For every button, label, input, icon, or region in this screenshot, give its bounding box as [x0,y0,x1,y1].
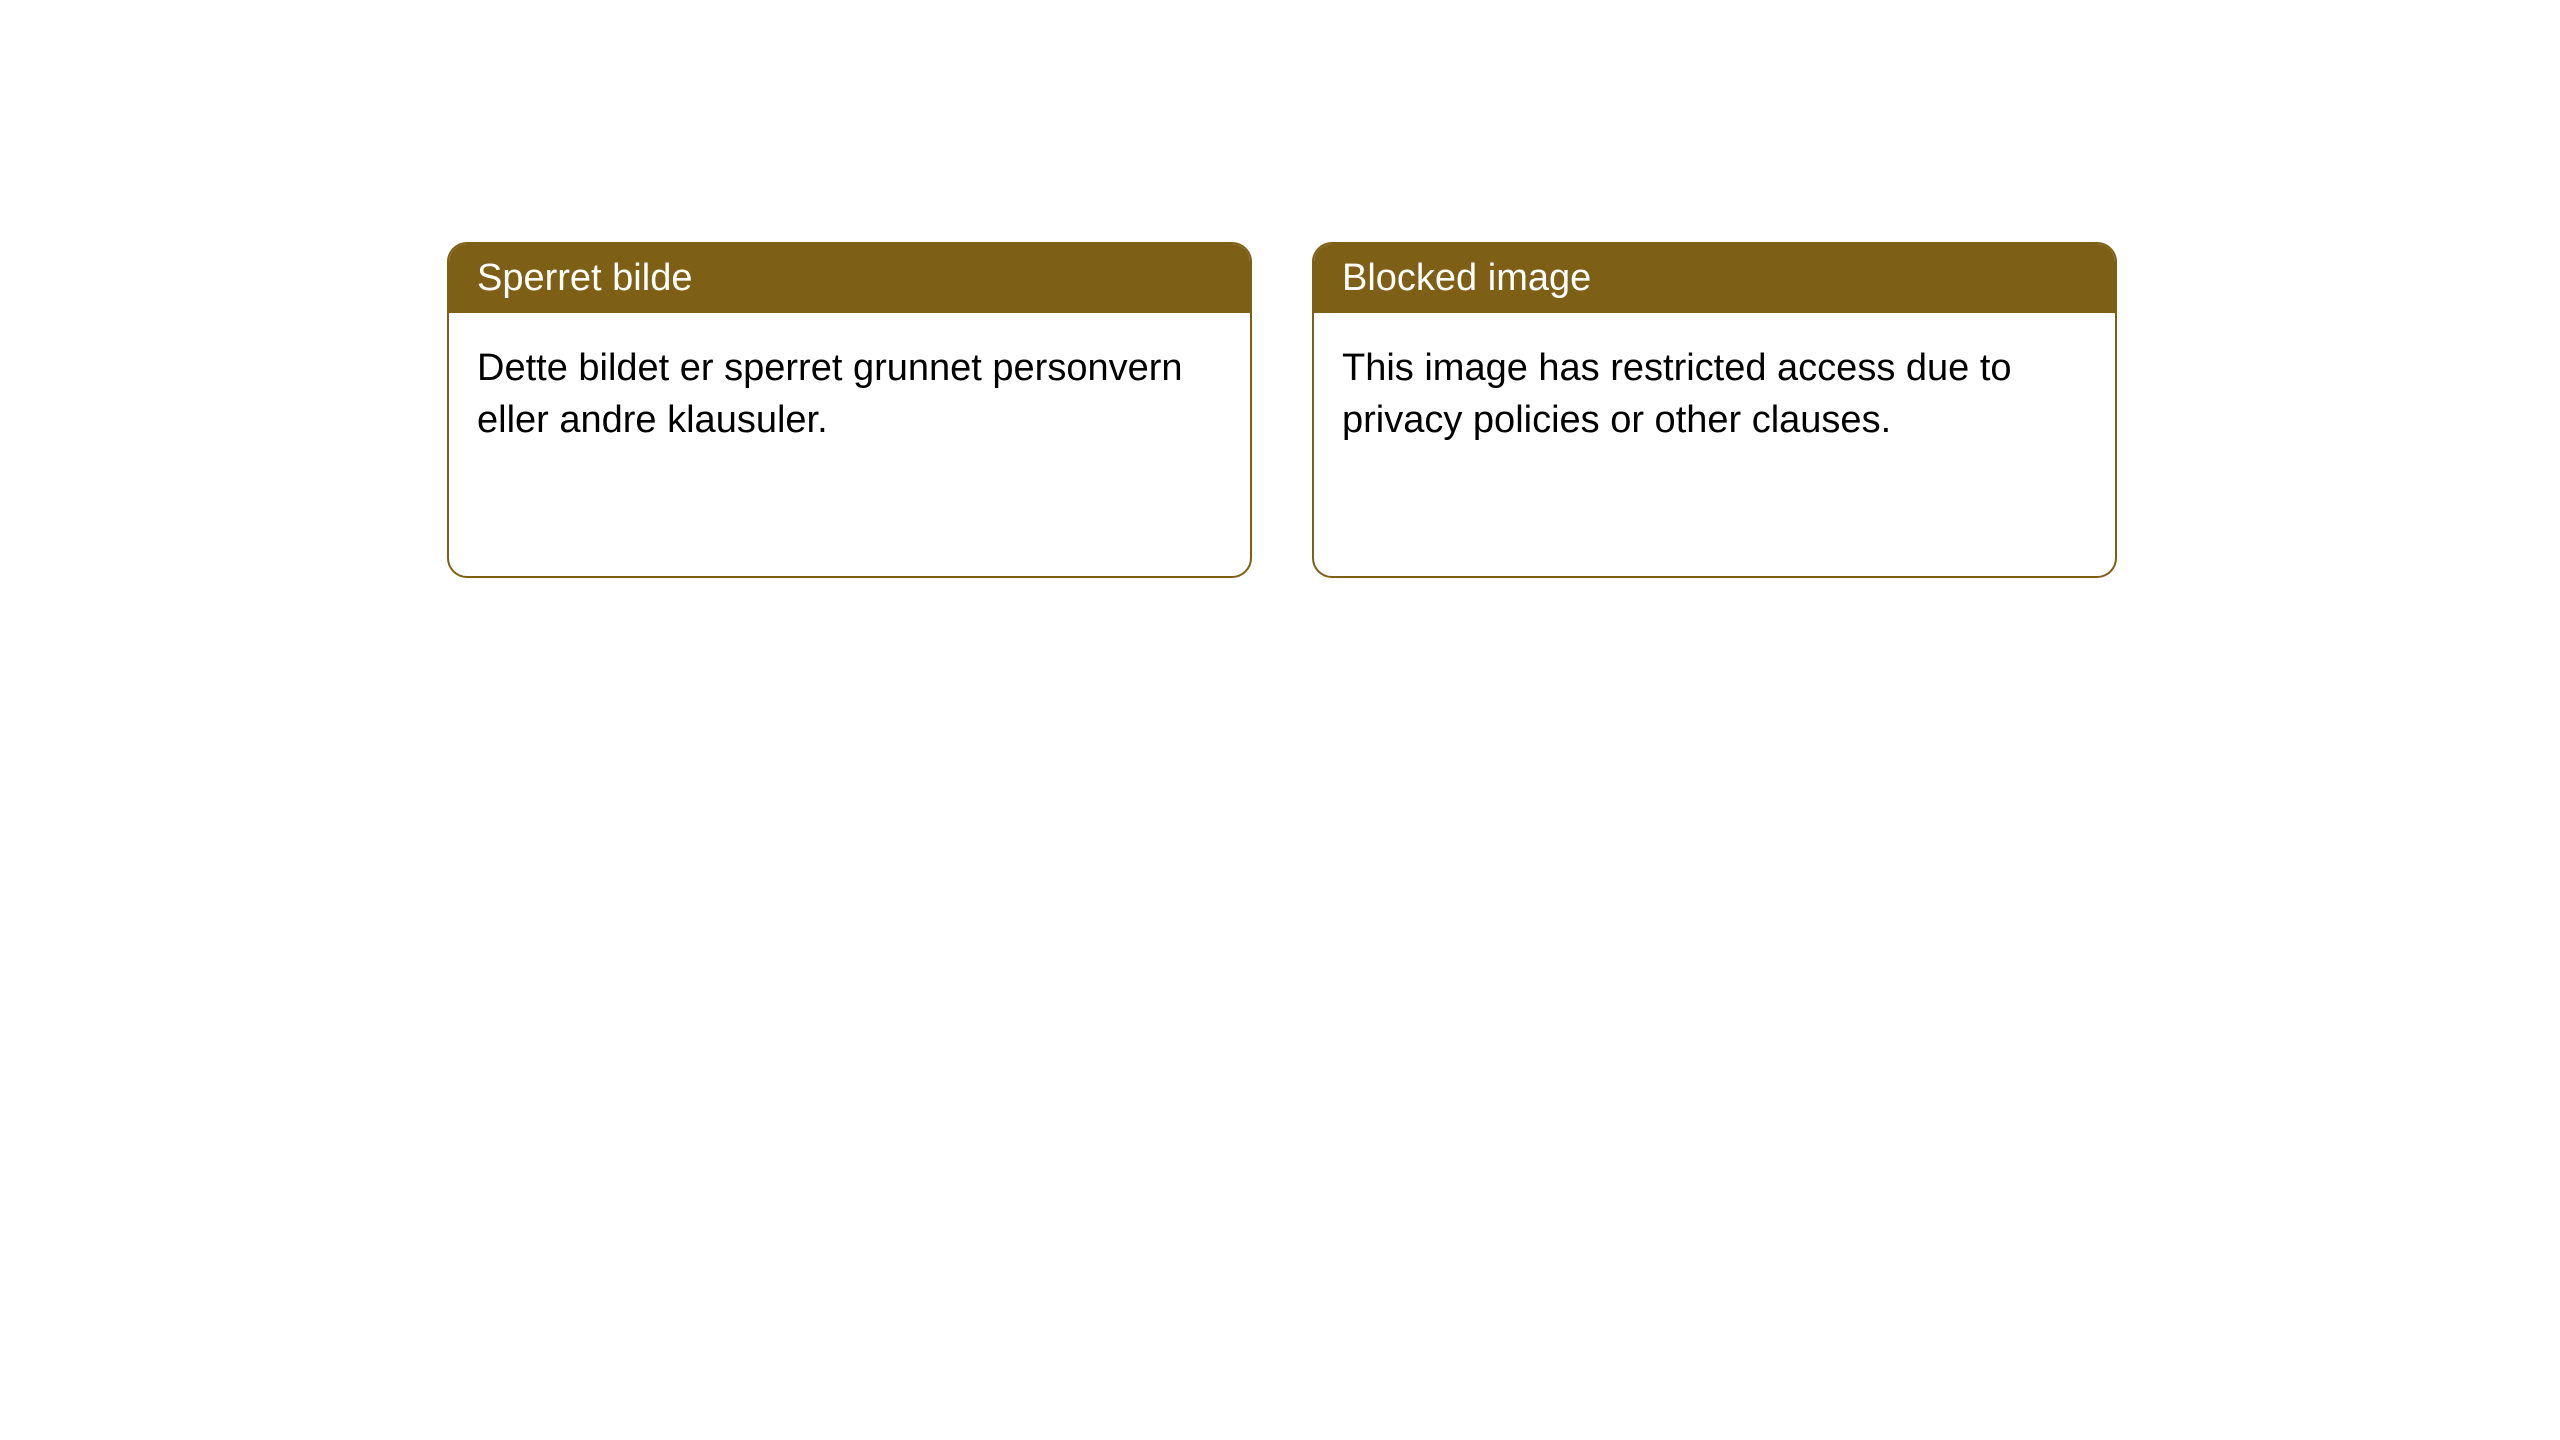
card-header: Blocked image [1314,244,2115,313]
notice-container: Sperret bilde Dette bildet er sperret gr… [447,242,2117,578]
card-body: Dette bildet er sperret grunnet personve… [449,313,1250,476]
notice-card-english: Blocked image This image has restricted … [1312,242,2117,578]
card-title: Sperret bilde [477,257,692,299]
card-header: Sperret bilde [449,244,1250,313]
card-body: This image has restricted access due to … [1314,313,2115,476]
card-body-text: This image has restricted access due to … [1342,347,2012,440]
notice-card-norwegian: Sperret bilde Dette bildet er sperret gr… [447,242,1252,578]
card-title: Blocked image [1342,257,1591,299]
card-body-text: Dette bildet er sperret grunnet personve… [477,347,1183,440]
